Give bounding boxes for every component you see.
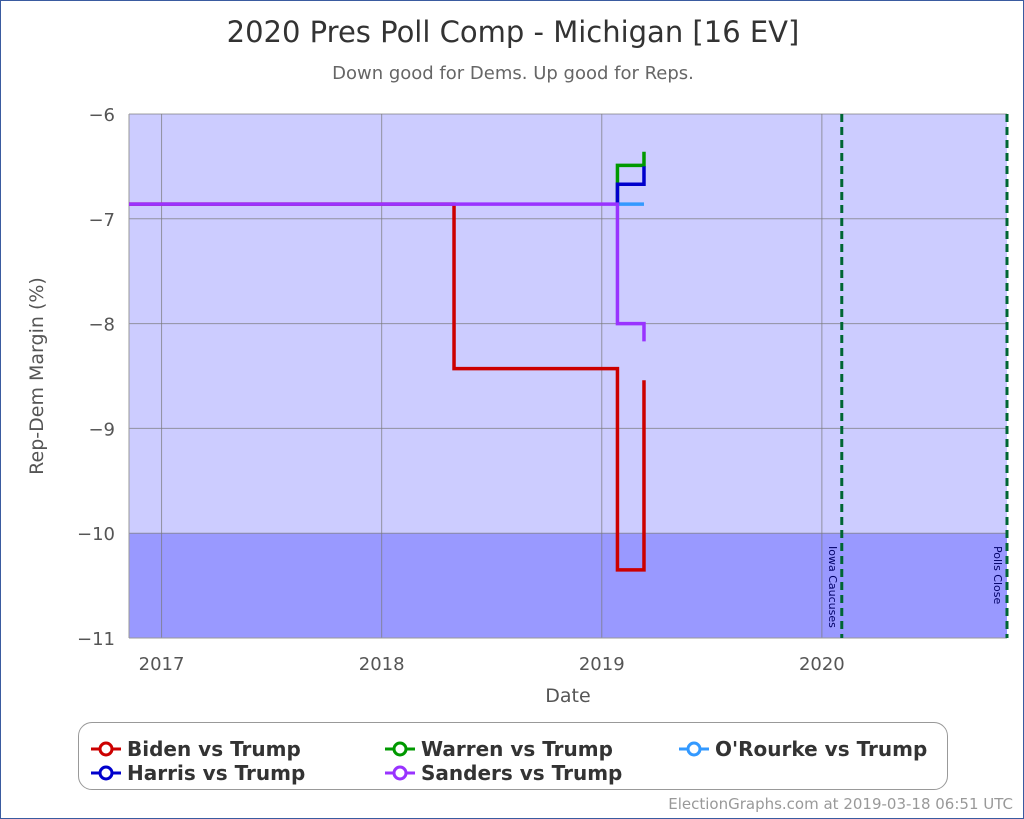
legend-label: O'Rourke vs Trump [715, 737, 928, 761]
y-tick-label: −7 [88, 210, 115, 231]
x-tick-label: 2018 [359, 654, 405, 675]
chart-title: 2020 Pres Poll Comp - Michigan [16 EV] [226, 15, 800, 49]
legend-label: Warren vs Trump [421, 737, 613, 761]
legend: Biden vs Trump Warren vs Trump O'Rourke vs… [78, 722, 948, 790]
legend-marker-icon [91, 765, 121, 781]
legend-item[interactable]: Sanders vs Trump [385, 761, 622, 785]
x-tick-label: 2017 [139, 654, 185, 675]
credit: ElectionGraphs.com at 2019-03-18 06:51 U… [668, 795, 1013, 813]
legend-label: Harris vs Trump [127, 761, 306, 785]
legend-label: Sanders vs Trump [421, 761, 623, 785]
event-label: Polls Close [991, 546, 1004, 605]
y-tick-label: −10 [77, 524, 115, 545]
legend-marker-icon [679, 741, 709, 757]
x-tick-label: 2020 [799, 654, 845, 675]
chart-subtitle: Down good for Dems. Up good for Reps. [332, 63, 694, 84]
y-tick-label: −8 [88, 315, 115, 336]
background-band [129, 533, 1007, 638]
legend-item[interactable]: Biden vs Trump [91, 737, 301, 761]
legend-item[interactable]: Harris vs Trump [91, 761, 305, 785]
legend-marker-icon [91, 741, 121, 757]
y-axis-label: Rep-Dem Margin (%) [26, 277, 48, 475]
event-label: Iowa Caucuses [826, 546, 839, 628]
y-tick-label: −9 [88, 419, 115, 440]
legend-item[interactable]: Warren vs Trump [385, 737, 613, 761]
legend-marker-icon [385, 765, 415, 781]
y-tick-label: −6 [88, 105, 115, 126]
series-line [129, 202, 646, 342]
series-line [615, 166, 646, 205]
x-axis-label: Date [545, 685, 590, 707]
x-tick-label: 2019 [579, 654, 625, 675]
legend-item[interactable]: O'Rourke vs Trump [679, 737, 927, 761]
legend-marker-icon [385, 741, 415, 757]
legend-label: Biden vs Trump [127, 737, 301, 761]
y-tick-label: −11 [77, 629, 115, 650]
